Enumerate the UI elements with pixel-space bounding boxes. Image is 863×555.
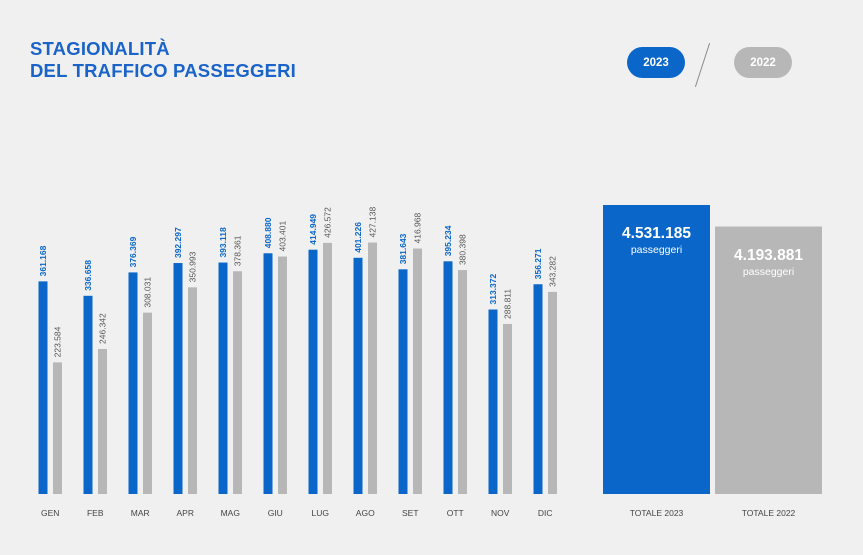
bar-2022-dic — [548, 291, 557, 494]
bar-2022-giu — [278, 256, 287, 494]
value-label-2022-dic: 343.282 — [548, 256, 558, 287]
month-label-gen: GEN — [41, 508, 59, 518]
value-label-2023-set: 381.643 — [398, 233, 408, 264]
bar-2023-ott — [443, 261, 453, 494]
chart-title: STAGIONALITÀ DEL TRAFFICO PASSEGGERI — [30, 38, 296, 82]
bar-2023-ago — [353, 257, 363, 494]
value-label-2023-giu: 408.880 — [263, 217, 273, 248]
total-2022-value: 4.193.881 — [734, 246, 803, 264]
bar-2022-lug — [323, 242, 332, 494]
month-label-mar: MAR — [131, 508, 150, 518]
month-label-set: SET — [402, 508, 419, 518]
total-2023-unit: passeggeri — [630, 244, 683, 256]
month-label-mag: MAG — [221, 508, 240, 518]
bar-2022-apr — [188, 287, 197, 494]
total-2023-value-block: 4.531.185 passeggeri — [603, 225, 710, 257]
value-label-2022-ott: 380.398 — [458, 234, 468, 265]
value-label-2022-set: 416.968 — [413, 213, 423, 244]
bar-2023-lug — [308, 249, 318, 494]
value-label-2023-feb: 336.658 — [83, 260, 93, 291]
total-bar-2022 — [715, 226, 822, 495]
total-2022-value-block: 4.193.881 passeggeri — [715, 247, 822, 279]
value-label-2022-giu: 403.401 — [278, 221, 288, 252]
value-label-2023-nov: 313.372 — [488, 274, 498, 305]
value-label-2023-gen: 361.168 — [38, 245, 48, 276]
year-2022-button[interactable]: 2022 — [734, 47, 792, 78]
month-label-nov: NOV — [491, 508, 510, 518]
month-label-lug: LUG — [312, 508, 329, 518]
bar-2022-nov — [503, 323, 512, 494]
value-label-2023-lug: 414.949 — [308, 214, 318, 245]
bar-2023-mag — [218, 262, 228, 494]
bar-2022-ott — [458, 270, 467, 494]
chart-title-line-2: DEL TRAFFICO PASSEGGERI — [30, 60, 297, 81]
total-label-2023: TOTALE 2023 — [630, 508, 684, 518]
bar-2023-feb — [83, 295, 93, 494]
month-label-ago: AGO — [356, 508, 375, 518]
bar-2022-ago — [368, 242, 377, 494]
month-label-apr: APR — [177, 508, 194, 518]
value-label-2022-nov: 288.811 — [503, 289, 513, 319]
total-2023-value: 4.531.185 — [622, 225, 691, 242]
value-label-2022-mag: 378.361 — [233, 235, 243, 266]
value-label-2023-apr: 392.297 — [173, 227, 183, 258]
bar-2023-nov — [488, 309, 498, 494]
total-bar-2023 — [603, 205, 710, 494]
month-label-dic: DIC — [538, 508, 553, 518]
bar-2023-set — [398, 269, 408, 494]
value-label-2023-ott: 395.234 — [443, 225, 453, 256]
month-label-giu: GIU — [268, 508, 283, 518]
bar-2023-mar — [128, 272, 138, 494]
bar-2022-mag — [233, 271, 242, 494]
value-label-2022-ago: 427.138 — [368, 207, 378, 238]
bar-2022-set — [413, 248, 422, 494]
value-label-2022-feb: 246.342 — [98, 313, 108, 344]
bar-2023-dic — [533, 284, 543, 494]
value-label-2022-gen: 223.584 — [53, 326, 63, 357]
month-label-feb: FEB — [87, 508, 104, 518]
value-label-2022-lug: 426.572 — [323, 207, 333, 238]
total-label-2022: TOTALE 2022 — [742, 508, 796, 518]
value-label-2023-ago: 401.226 — [353, 222, 363, 253]
bar-2023-apr — [173, 263, 183, 494]
value-label-2022-apr: 350.993 — [188, 251, 198, 282]
bar-2022-mar — [143, 312, 152, 494]
value-label-2023-dic: 356.271 — [533, 248, 543, 279]
total-2022-unit: passeggeri — [742, 265, 795, 278]
year-2023-button[interactable]: 2023 — [627, 47, 685, 78]
bar-2022-feb — [98, 348, 107, 494]
bar-2023-gen — [38, 281, 48, 494]
bar-2022-gen — [53, 362, 62, 494]
month-label-ott: OTT — [447, 508, 464, 518]
value-label-2022-mar: 308.031 — [143, 277, 153, 308]
chart-title-line-1: STAGIONALITÀ — [30, 38, 170, 59]
value-label-2023-mag: 393.118 — [218, 227, 228, 258]
value-label-2023-mar: 376.369 — [128, 236, 138, 267]
bar-2023-giu — [263, 253, 273, 494]
